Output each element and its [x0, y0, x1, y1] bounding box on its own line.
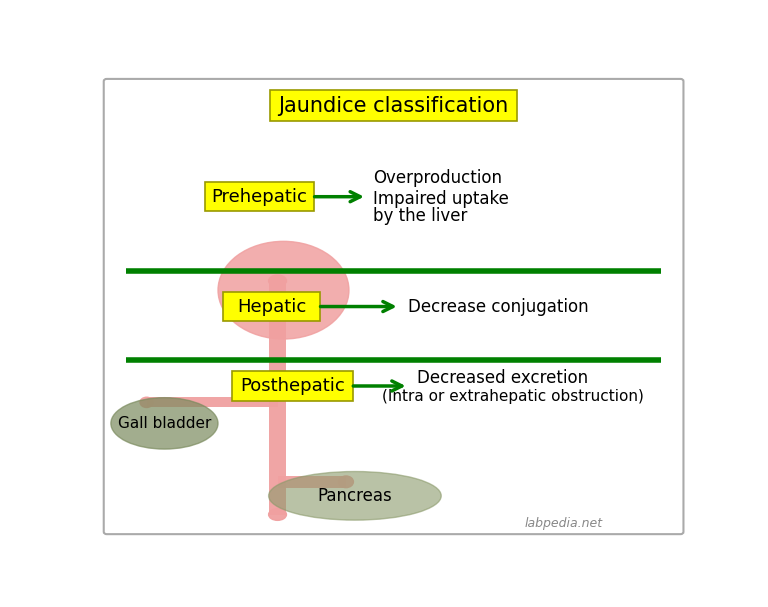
Bar — [269, 281, 286, 515]
Text: Prehepatic: Prehepatic — [212, 188, 308, 206]
Text: (Intra or extrahepatic obstruction): (Intra or extrahepatic obstruction) — [382, 388, 644, 404]
Ellipse shape — [339, 476, 353, 487]
FancyBboxPatch shape — [104, 79, 684, 534]
Text: Jaundice classification: Jaundice classification — [279, 95, 508, 115]
Text: labpedia.net: labpedia.net — [525, 517, 603, 530]
FancyBboxPatch shape — [270, 90, 518, 121]
Bar — [277, 476, 346, 487]
Text: Overproduction: Overproduction — [372, 169, 502, 187]
FancyBboxPatch shape — [223, 292, 320, 321]
Text: Decrease conjugation: Decrease conjugation — [409, 297, 589, 316]
Text: Decreased excretion: Decreased excretion — [418, 368, 588, 387]
Bar — [147, 397, 277, 407]
Text: by the liver: by the liver — [372, 208, 467, 225]
Text: Gall bladder: Gall bladder — [118, 416, 211, 431]
Text: Impaired uptake: Impaired uptake — [372, 190, 508, 208]
FancyBboxPatch shape — [205, 182, 314, 211]
Text: Posthepatic: Posthepatic — [240, 377, 345, 395]
Ellipse shape — [111, 398, 218, 449]
Text: Hepatic: Hepatic — [237, 297, 306, 316]
Ellipse shape — [140, 397, 153, 407]
Ellipse shape — [218, 242, 349, 339]
FancyBboxPatch shape — [232, 371, 353, 401]
Ellipse shape — [269, 275, 286, 287]
Text: Pancreas: Pancreas — [317, 487, 392, 505]
Ellipse shape — [269, 509, 286, 520]
Ellipse shape — [269, 472, 441, 520]
